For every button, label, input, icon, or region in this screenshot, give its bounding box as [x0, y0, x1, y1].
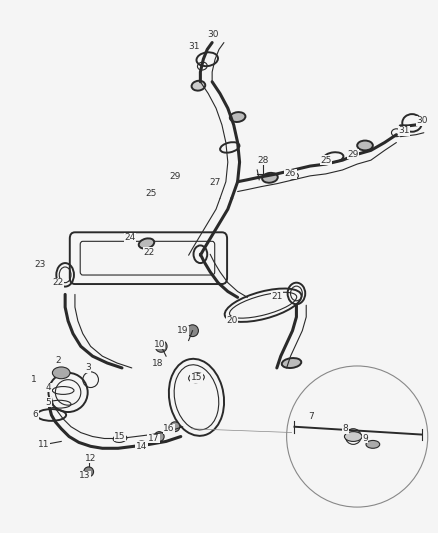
Text: 20: 20: [226, 317, 237, 325]
Text: 27: 27: [209, 178, 221, 187]
Ellipse shape: [357, 141, 373, 150]
Ellipse shape: [53, 367, 70, 379]
Text: 9: 9: [362, 434, 368, 443]
Ellipse shape: [170, 422, 180, 432]
Text: 29: 29: [348, 150, 359, 159]
Text: 31: 31: [399, 126, 410, 135]
Text: 30: 30: [416, 117, 427, 125]
Ellipse shape: [191, 81, 205, 91]
Ellipse shape: [42, 441, 49, 447]
Text: 28: 28: [258, 156, 269, 165]
Text: 17: 17: [148, 434, 159, 443]
Text: 23: 23: [34, 260, 46, 269]
Text: 25: 25: [146, 189, 157, 198]
Text: 10: 10: [153, 340, 165, 349]
Text: 25: 25: [320, 156, 332, 165]
Text: 19: 19: [177, 326, 188, 335]
Text: 2: 2: [56, 356, 61, 365]
Ellipse shape: [366, 440, 380, 448]
Text: 16: 16: [163, 424, 175, 433]
Text: 8: 8: [343, 424, 348, 433]
Text: 21: 21: [271, 292, 283, 301]
Text: 15: 15: [114, 432, 126, 441]
Text: 13: 13: [79, 471, 91, 480]
Text: 31: 31: [189, 42, 200, 51]
Text: 7: 7: [308, 413, 314, 422]
Ellipse shape: [262, 173, 278, 183]
Ellipse shape: [139, 238, 154, 248]
Text: 5: 5: [46, 398, 51, 407]
Ellipse shape: [344, 432, 362, 441]
Text: 1: 1: [31, 375, 37, 384]
Text: 6: 6: [33, 410, 39, 419]
Ellipse shape: [230, 112, 245, 122]
Text: 22: 22: [144, 248, 155, 257]
Text: 15: 15: [191, 373, 202, 382]
Text: 3: 3: [85, 364, 91, 373]
Ellipse shape: [187, 325, 198, 336]
Ellipse shape: [84, 467, 94, 477]
Text: 24: 24: [124, 233, 135, 242]
Text: 26: 26: [285, 169, 296, 179]
Text: 4: 4: [46, 383, 51, 392]
Ellipse shape: [137, 441, 146, 448]
Ellipse shape: [154, 432, 164, 441]
Ellipse shape: [155, 341, 167, 352]
Text: 22: 22: [53, 278, 64, 287]
Text: 30: 30: [207, 30, 219, 39]
Text: 18: 18: [152, 359, 163, 368]
Text: 12: 12: [85, 454, 96, 463]
Text: 14: 14: [136, 442, 147, 451]
Ellipse shape: [282, 358, 301, 368]
Text: 11: 11: [38, 440, 49, 449]
Text: 29: 29: [169, 172, 180, 181]
